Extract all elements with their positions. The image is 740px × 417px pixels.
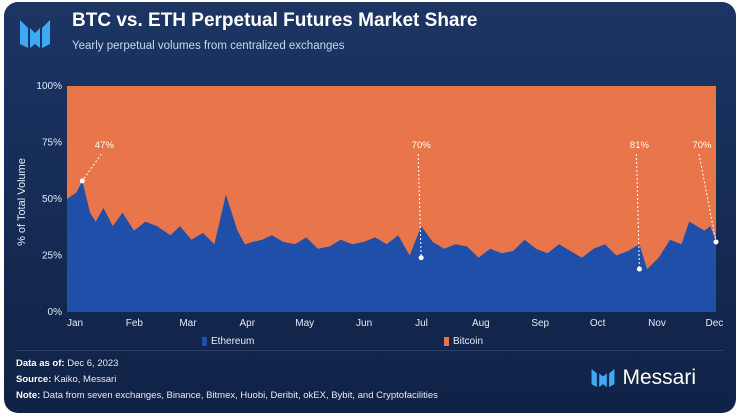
annotation-label: 70% (692, 140, 712, 151)
x-tick-label: Jun (356, 318, 372, 329)
annotation-label: 81% (630, 140, 650, 151)
chart-card: BTC vs. ETH Perpetual Futures Market Sha… (4, 2, 736, 413)
annotation-point (418, 255, 424, 261)
footer-divider (16, 350, 724, 351)
chart-plot: 0% 25% 50% 75% 100% Jan Feb Mar Apr May Jun Jul Aug S… (36, 81, 724, 329)
annotation-leader (635, 153, 640, 270)
bitcoin-swatch (444, 337, 449, 346)
annotation-label: 70% (412, 140, 432, 151)
brand: Messari (590, 366, 696, 390)
annotation-point (713, 239, 719, 245)
x-tick-label: Jul (415, 318, 428, 329)
legend-bitcoin: Bitcoin (444, 336, 483, 347)
x-tick-label: Nov (648, 318, 666, 329)
annotation-leader (698, 153, 717, 243)
chart-subtitle: Yearly perpetual volumes from centralize… (72, 40, 345, 52)
y-tick-label: 50% (42, 194, 62, 205)
note-line: Note: Data from seven exchanges, Binance… (16, 390, 438, 401)
data-as-of: Data as of: Dec 6, 2023 (16, 358, 119, 369)
y-tick-label: 25% (42, 251, 62, 262)
y-tick-label: 100% (36, 81, 62, 92)
messari-logo-icon (20, 20, 50, 48)
legend-bitcoin-label: Bitcoin (453, 336, 484, 347)
messari-brand-icon (592, 368, 615, 388)
legend-ethereum-label: Ethereum (211, 336, 255, 347)
x-tick-label: Oct (590, 318, 606, 329)
footer-notes: Data as of: Dec 6, 2023 Source: Kaiko, M… (16, 356, 438, 404)
annotation-point (79, 178, 85, 184)
annotation-label: 47% (95, 140, 115, 151)
x-tick-label: Apr (240, 318, 256, 329)
x-tick-label: Dec (706, 318, 724, 329)
x-tick-label: Sep (531, 318, 549, 329)
ethereum-area (67, 180, 716, 312)
x-tick-label: Mar (179, 318, 197, 329)
y-tick-label: 75% (42, 138, 62, 149)
y-tick-label: 0% (48, 307, 63, 318)
brand-name: Messari (622, 366, 696, 389)
x-tick-label: Feb (126, 318, 144, 329)
source-line: Source: Kaiko, Messari (16, 374, 117, 385)
chart-title: BTC vs. ETH Perpetual Futures Market Sha… (72, 10, 478, 31)
legend-ethereum: Ethereum (202, 336, 254, 347)
x-tick-label: Jan (67, 318, 83, 329)
annotation-leader (417, 153, 422, 258)
annotation-leader (81, 153, 102, 182)
x-tick-label: May (295, 318, 314, 329)
ethereum-swatch (202, 337, 207, 346)
annotation-point (636, 266, 642, 272)
x-tick-label: Aug (472, 318, 490, 329)
